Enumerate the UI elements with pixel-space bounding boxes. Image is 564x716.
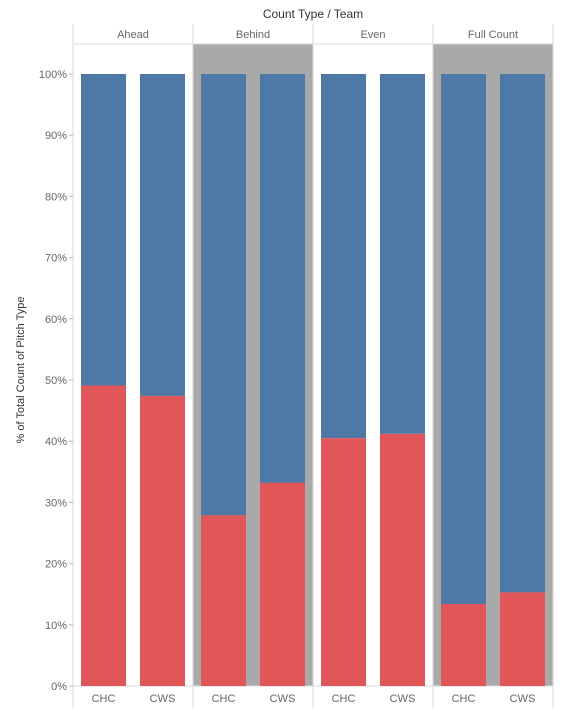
bar-lower-segment bbox=[201, 515, 246, 686]
y-axis-label: % of Total Count of Pitch Type bbox=[15, 297, 27, 444]
y-tick-label: 70% bbox=[45, 253, 67, 265]
bar-upper-segment bbox=[81, 74, 126, 386]
panel-background-layer bbox=[193, 44, 553, 686]
x-tick-label: CWS bbox=[270, 693, 296, 705]
axis-layer: Ahead CHC CWS Behind CHC CWS Even CHC CWS Full Co… bbox=[39, 29, 535, 705]
bar-lower-segment bbox=[260, 482, 305, 686]
bar-upper-segment bbox=[441, 74, 486, 604]
y-tick-label: 40% bbox=[45, 436, 67, 448]
bar-upper-segment bbox=[500, 74, 545, 593]
x-tick-label: CWS bbox=[390, 693, 416, 705]
x-tick-label: CWS bbox=[510, 693, 536, 705]
panel-header-label: Full Count bbox=[468, 29, 518, 41]
panel-header-label: Behind bbox=[236, 29, 270, 41]
bar-lower-segment bbox=[81, 385, 126, 686]
x-tick-label: CHC bbox=[332, 693, 356, 705]
y-tick-label: 10% bbox=[45, 620, 67, 632]
bar-lower-segment bbox=[380, 433, 425, 686]
bar-upper-segment bbox=[201, 74, 246, 516]
bar-lower-segment bbox=[140, 395, 185, 686]
bar-layer bbox=[81, 74, 545, 686]
bar-lower-segment bbox=[321, 438, 366, 686]
chart-title: Count Type / Team bbox=[263, 7, 363, 21]
panel-header-label: Ahead bbox=[117, 29, 149, 41]
y-tick-label: 100% bbox=[39, 69, 67, 81]
bar-lower-segment bbox=[441, 603, 486, 686]
y-tick-label: 50% bbox=[45, 375, 67, 387]
y-tick-label: 0% bbox=[51, 681, 67, 693]
bar-upper-segment bbox=[260, 74, 305, 483]
y-tick-label: 60% bbox=[45, 314, 67, 326]
bar-upper-segment bbox=[140, 74, 185, 396]
x-tick-label: CWS bbox=[150, 693, 176, 705]
bar-upper-segment bbox=[380, 74, 425, 434]
panel-header-label: Even bbox=[360, 29, 385, 41]
bar-lower-segment bbox=[500, 592, 545, 686]
x-tick-label: CHC bbox=[452, 693, 476, 705]
y-tick-label: 30% bbox=[45, 497, 67, 509]
y-tick-label: 90% bbox=[45, 130, 67, 142]
x-tick-label: CHC bbox=[92, 693, 116, 705]
y-tick-label: 20% bbox=[45, 559, 67, 571]
y-tick-label: 80% bbox=[45, 191, 67, 203]
x-tick-label: CHC bbox=[212, 693, 236, 705]
bar-upper-segment bbox=[321, 74, 366, 439]
